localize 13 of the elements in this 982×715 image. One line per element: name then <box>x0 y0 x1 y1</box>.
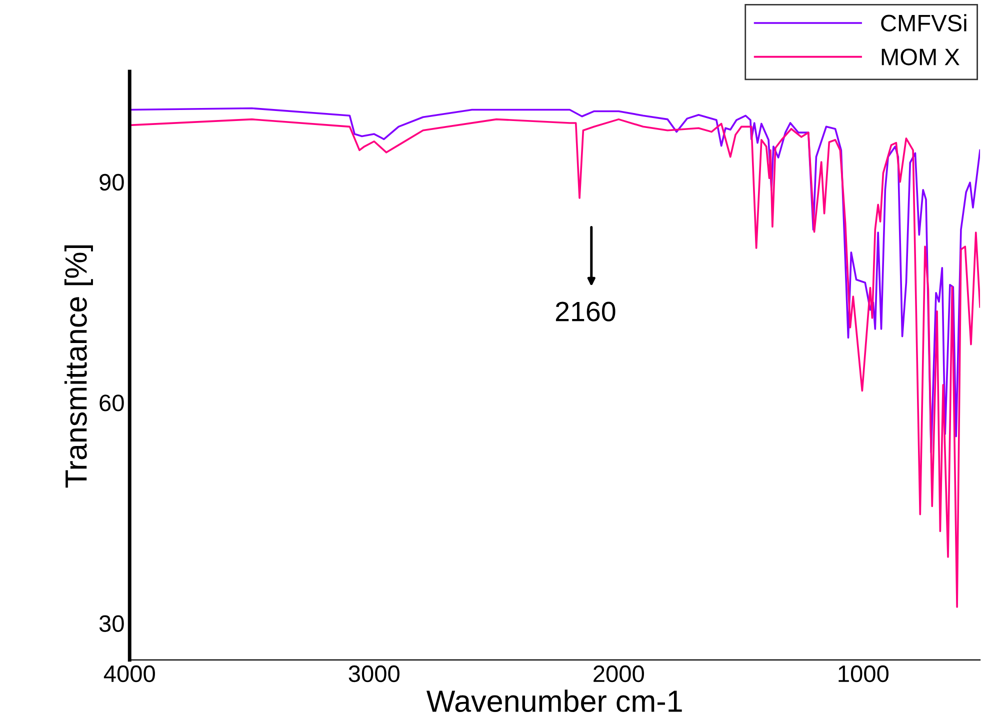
y-tick-label: 90 <box>100 174 124 191</box>
x-tick-label: 3000 <box>348 665 400 682</box>
x-tick-label: 1000 <box>838 665 888 682</box>
y-axis-title: Transmittance [%] <box>64 245 93 488</box>
x-tick-label: 2000 <box>594 665 644 682</box>
x-tick-label: 4000 <box>104 665 155 682</box>
x-axis-title: Wavenumber cm-1 <box>426 690 682 712</box>
legend-label: CMFVSi <box>881 14 966 32</box>
y-tick-label: 30 <box>99 615 124 632</box>
line-series <box>130 118 980 608</box>
y-tick-label: 60 <box>100 394 124 412</box>
legend-label: MOM X <box>882 48 960 66</box>
annotation: 2160 <box>556 302 616 322</box>
